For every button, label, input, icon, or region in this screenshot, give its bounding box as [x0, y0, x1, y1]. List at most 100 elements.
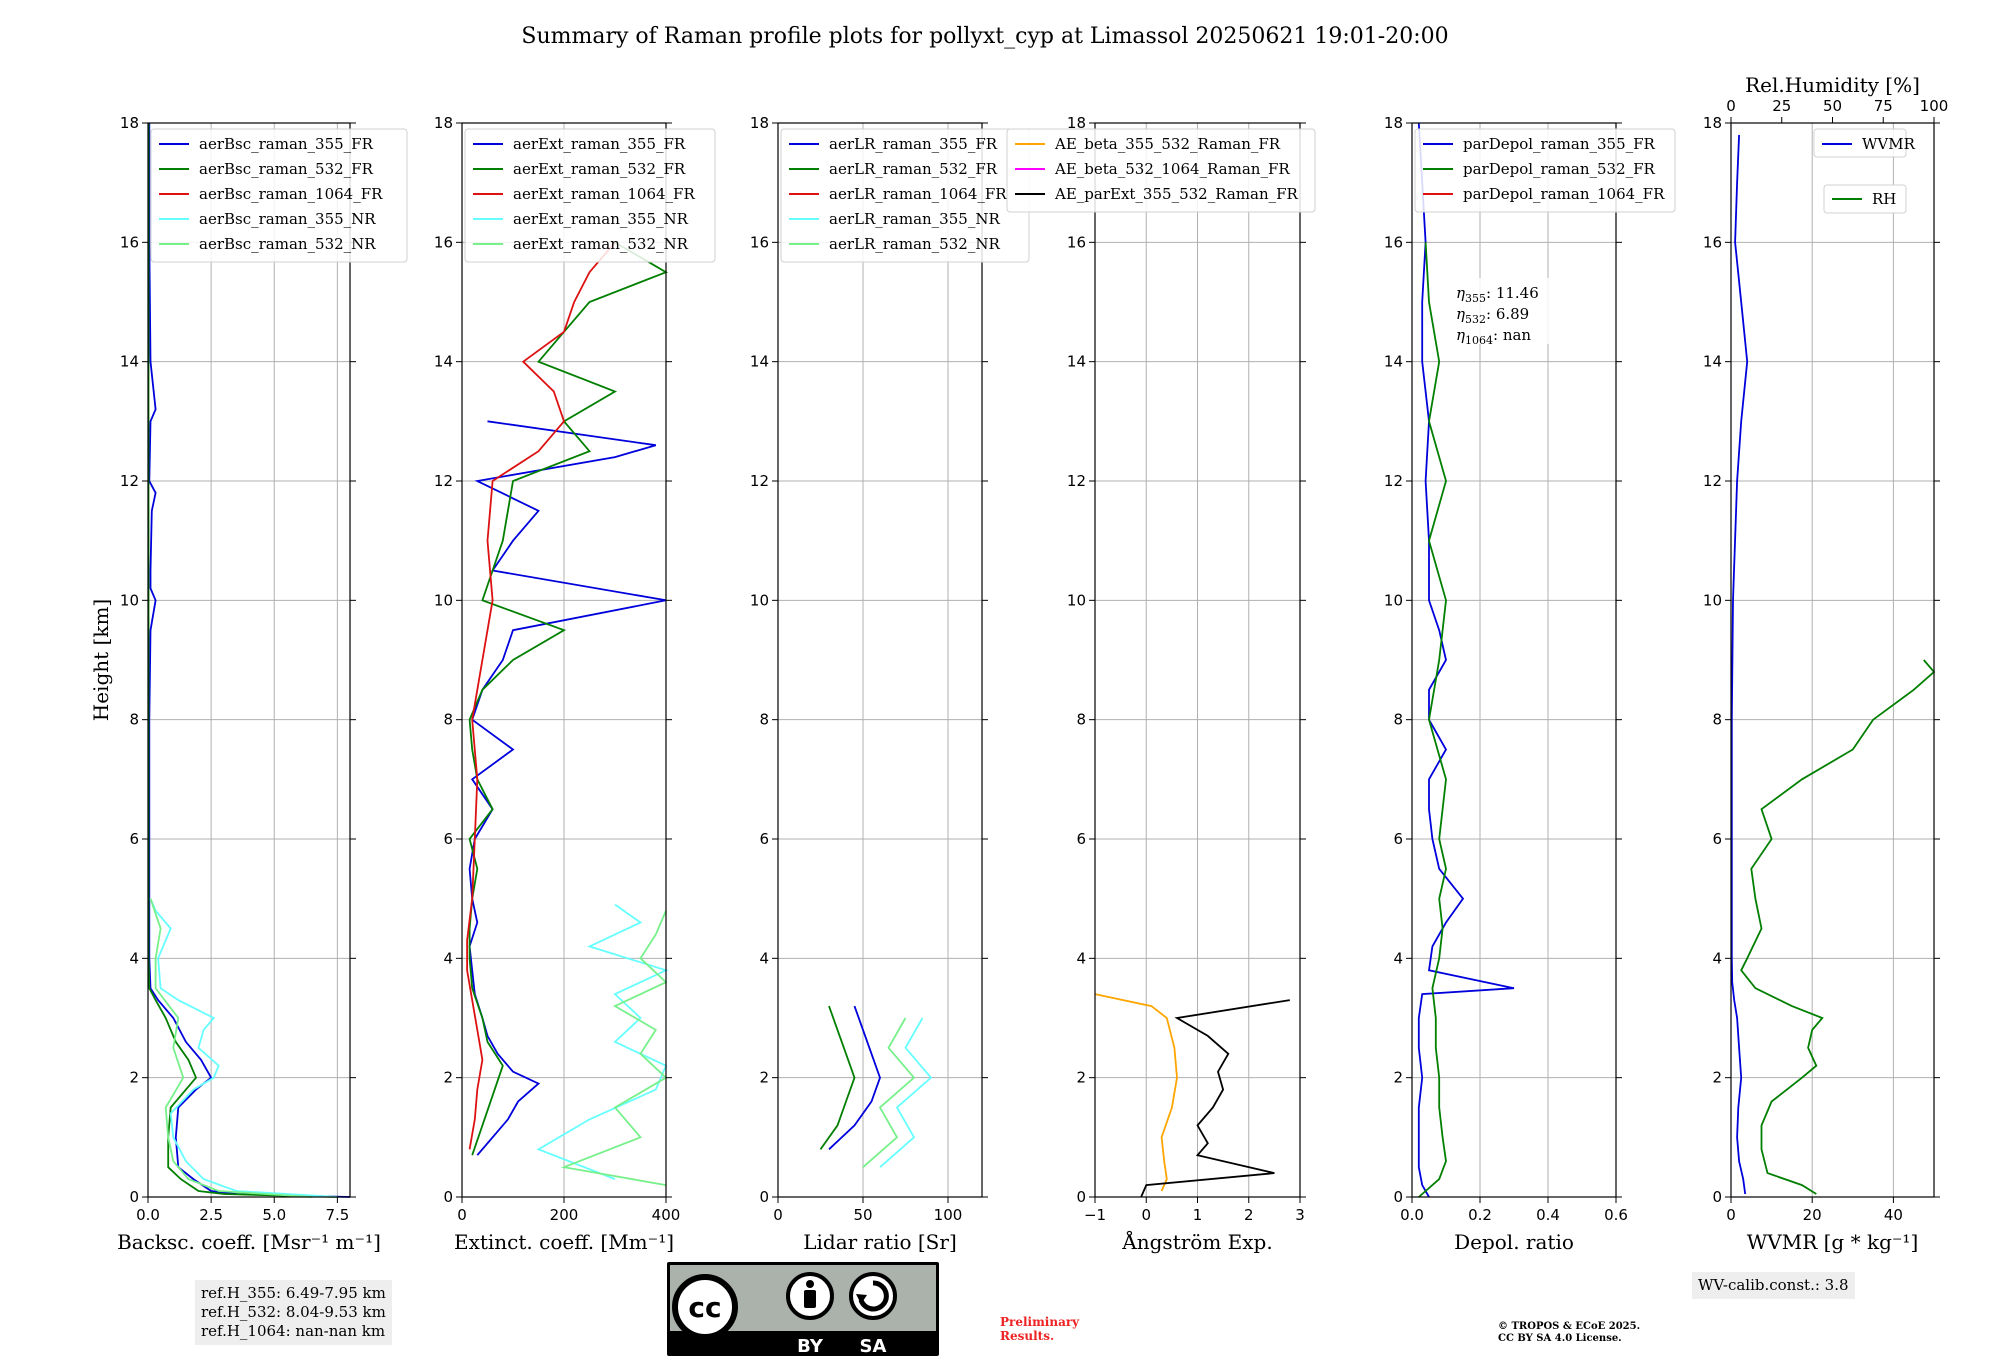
ref-h-355: ref.H_355: 6.49-7.95 km	[201, 1284, 386, 1302]
xlabel: Ångström Exp.	[1121, 1229, 1272, 1254]
xlabel: Lidar ratio [Sr]	[803, 1230, 957, 1254]
ytick-label: 18	[1703, 114, 1722, 132]
series-aerlr-raman-355-fr	[828, 1005, 881, 1150]
panel-depol: 0 2 4 6 8 10 12 14 16 18 0.0 0.2 0.4 0.6 Depol. ratio p…	[1384, 114, 1676, 1254]
legend-label: AE_beta_532_1064_Raman_FR	[1054, 160, 1290, 178]
ytick-label: 12	[1703, 472, 1722, 490]
eta-box	[1450, 278, 1578, 344]
panel-ext: 0 2 4 6 8 10 12 14 16 18 0 200 400 Extinct. coeff. [M…	[434, 114, 716, 1254]
xtick-label: 0.0	[136, 1206, 160, 1224]
reference-height-note: ref.H_355: 6.49-7.95 km ref.H_532: 8.04-…	[195, 1280, 392, 1345]
series-aerbsc-raman-355-fr	[148, 123, 351, 1198]
eta-label: η355: 11.46	[1456, 284, 1539, 305]
legend-box	[1813, 128, 1907, 158]
xtick-label: 40	[1884, 1206, 1903, 1224]
series-rh	[1740, 659, 1936, 1195]
ytick-label: 2	[759, 1069, 769, 1087]
ytick-label: 14	[120, 353, 139, 371]
ytick-label: 10	[1067, 591, 1086, 609]
legend-label: aerLR_raman_355_NR	[829, 210, 1000, 228]
sa-label: SA	[860, 1336, 887, 1357]
figure-title: Summary of Raman profile plots for polly…	[521, 24, 1448, 49]
series-pardepol-raman-355-fr	[1417, 122, 1515, 1198]
ytick-label: 4	[443, 949, 453, 967]
ytick-label: 4	[129, 949, 139, 967]
ytick-label: 6	[1393, 830, 1403, 848]
cc-label: cc	[688, 1291, 721, 1324]
ytick-label: 2	[443, 1069, 453, 1087]
xtick-label: 5.0	[262, 1206, 286, 1224]
ytick-label: 16	[434, 233, 453, 251]
legend-label: aerExt_raman_532_FR	[513, 160, 686, 178]
legend-box-rh	[1823, 184, 1907, 214]
ytick-label: 6	[1712, 830, 1722, 848]
legend-box	[150, 128, 408, 263]
ytick-label: 0	[129, 1188, 139, 1206]
series-aerext-raman-532-nr	[560, 910, 668, 1186]
ytick-label: 18	[434, 114, 453, 132]
legend-box	[1414, 128, 1676, 213]
series-aerext-raman-532-fr	[468, 241, 669, 1156]
ytick-label: 6	[443, 830, 453, 848]
ytick-label: 8	[1393, 711, 1403, 729]
by-label: BY	[797, 1336, 824, 1357]
legend-label: parDepol_raman_1064_FR	[1463, 185, 1665, 203]
legend-label: parDepol_raman_355_FR	[1463, 135, 1656, 153]
ytick-label: 6	[129, 830, 139, 848]
legend: parDepol_raman_355_FR parDepol_raman_532_…	[1414, 128, 1676, 213]
legend-label: aerExt_raman_355_NR	[513, 210, 689, 228]
xtick-label: −1	[1084, 1206, 1106, 1224]
xtick-label: 50	[853, 1206, 872, 1224]
legend-box	[464, 128, 716, 263]
ytick-label: 12	[120, 472, 139, 490]
series-wvmr	[1730, 134, 1749, 1195]
eta-label: η1064: nan	[1456, 326, 1531, 347]
ytick-label: 14	[434, 353, 453, 371]
ytick-label: 12	[1067, 472, 1086, 490]
legend-label: aerLR_raman_532_NR	[829, 235, 1000, 253]
ytick-label: 16	[120, 233, 139, 251]
ytick-label: 8	[759, 711, 769, 729]
ytick-label: 16	[1703, 233, 1722, 251]
legend-label: parDepol_raman_532_FR	[1463, 160, 1656, 178]
axes-frame	[777, 122, 983, 1198]
ytick-label: 0	[1712, 1188, 1722, 1206]
cc-icon	[672, 1274, 738, 1340]
series-ae-beta-355-532-raman-fr	[1094, 993, 1178, 1192]
top-xtick-label: 25	[1772, 97, 1791, 115]
ytick-label: 18	[750, 114, 769, 132]
top-xtick-label: 100	[1920, 97, 1949, 115]
ytick-label: 2	[1393, 1069, 1403, 1087]
ytick-label: 0	[1076, 1188, 1086, 1206]
ytick-label: 8	[129, 711, 139, 729]
xtick-label: 0	[1141, 1206, 1151, 1224]
ytick-label: 10	[120, 591, 139, 609]
legend-label: RH	[1872, 190, 1896, 208]
axes-frame	[1730, 122, 1935, 1198]
legend-label: AE_beta_355_532_Raman_FR	[1054, 135, 1281, 153]
ref-h-1064: ref.H_1064: nan-nan km	[201, 1322, 386, 1340]
legend-label: aerLR_raman_532_FR	[829, 160, 998, 178]
ylabel: Height [km]	[89, 599, 113, 721]
ytick-label: 0	[443, 1188, 453, 1206]
top-xlabel: Rel.Humidity [%]	[1745, 73, 1920, 97]
xtick-label: 0	[457, 1206, 467, 1224]
ytick-label: 12	[750, 472, 769, 490]
series-aerext-raman-1064-fr	[466, 241, 616, 1150]
series-aerlr-raman-532-fr	[819, 1005, 856, 1150]
legend-label: WVMR	[1862, 135, 1916, 153]
series-aerext-raman-355-nr	[536, 903, 669, 1180]
ytick-label: 2	[129, 1069, 139, 1087]
ytick-label: 18	[1384, 114, 1403, 132]
legend-label: aerBsc_raman_355_NR	[199, 210, 376, 228]
series-aerbsc-raman-532-fr	[147, 123, 338, 1198]
series-aerlr-raman-355-nr	[879, 1017, 933, 1168]
series-aerbsc-raman-355-nr	[149, 898, 338, 1198]
legend-box	[1006, 128, 1316, 213]
axes-frame	[147, 122, 351, 1198]
ytick-label: 12	[1384, 472, 1403, 490]
axes-frame	[1411, 122, 1617, 1198]
xlabel: Depol. ratio	[1454, 1230, 1574, 1254]
